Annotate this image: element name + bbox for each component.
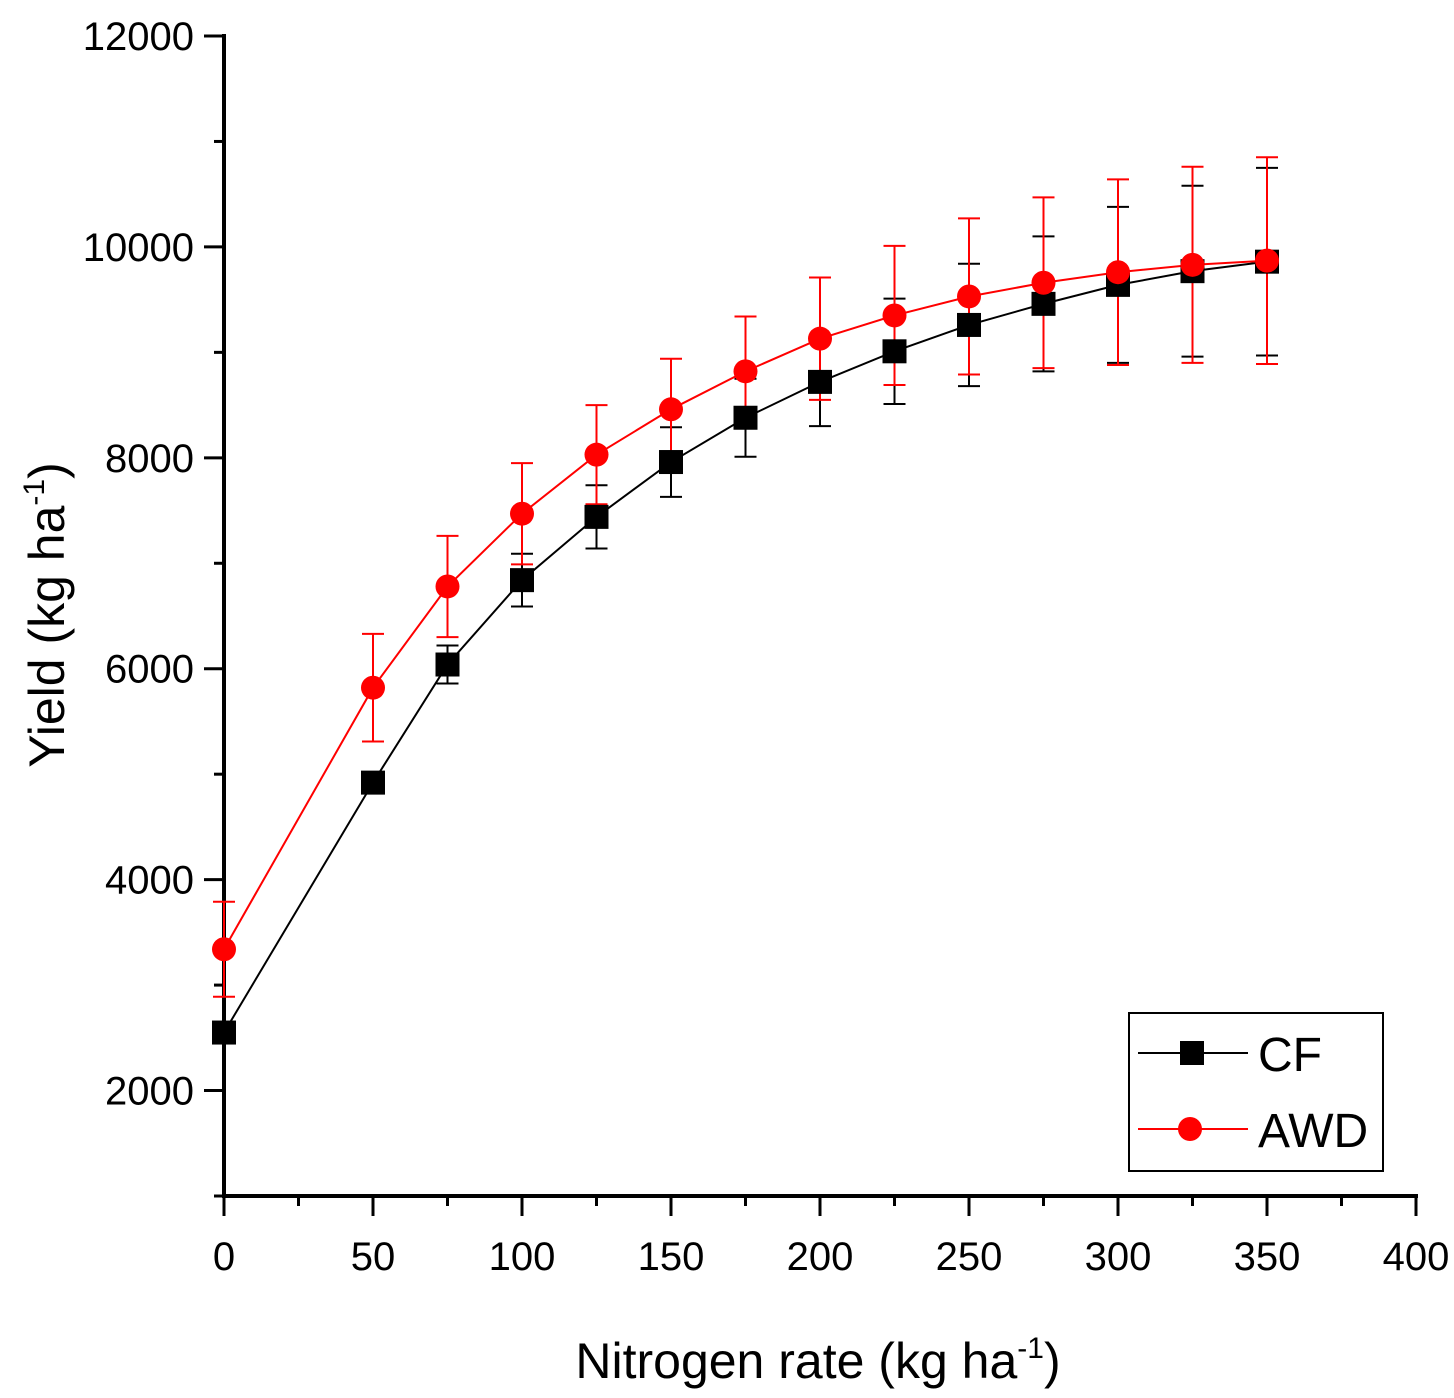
legend-label-awd: AWD [1258, 1105, 1368, 1158]
y-axis-title-sup: -1 [18, 479, 51, 506]
x-tick-label: 200 [787, 1235, 854, 1279]
legend-label-cf: CF [1258, 1029, 1322, 1082]
x-tick-label: 50 [351, 1235, 396, 1279]
y-axis-title-main: Yield (kg ha [19, 505, 75, 767]
tick-labels: 0 50 100 150 200 250 300 350 400 2000 4000 6000 8000… [83, 15, 1450, 1279]
data-point-cf [361, 770, 385, 795]
tick-marks [204, 34, 1418, 1216]
data-point-awd [1031, 270, 1056, 295]
data-point-cf [435, 652, 460, 677]
data-point-awd [808, 326, 832, 351]
data-point-awd [1180, 252, 1205, 277]
data-point-awd [1255, 248, 1279, 273]
y-tick-label: 2000 [105, 1070, 194, 1114]
markers-awd [212, 248, 1279, 962]
data-point-awd [510, 501, 534, 526]
y-tick-label: 4000 [105, 859, 194, 903]
series-line-cf [223, 260, 1268, 1034]
data-point-awd [659, 397, 683, 422]
data-point-cf [584, 504, 609, 529]
x-axis-title-sup: -1 [1017, 1332, 1044, 1365]
y-tick-label: 12000 [83, 15, 194, 59]
data-point-cf [733, 405, 758, 430]
x-tick-label: 0 [213, 1235, 235, 1279]
data-point-awd [212, 937, 236, 962]
data-point-cf [510, 568, 534, 593]
legend-marker-awd [1178, 1117, 1202, 1141]
x-tick-label: 300 [1085, 1235, 1152, 1279]
series-cf [223, 166, 1278, 1034]
data-point-awd [584, 442, 609, 467]
x-tick-label: 150 [638, 1235, 705, 1279]
legend-box [1128, 1012, 1384, 1172]
data-point-awd [361, 675, 385, 700]
data-point-cf [659, 450, 683, 475]
series-line-awd [223, 259, 1268, 950]
data-point-cf [1031, 291, 1056, 316]
y-tick-label: 6000 [105, 648, 194, 692]
x-tick-label: 100 [489, 1235, 556, 1279]
data-point-awd [435, 574, 460, 599]
x-tick-label: 350 [1234, 1235, 1301, 1279]
x-axis-title: Nitrogen rate (kg ha-1) [575, 1332, 1060, 1389]
series-layer [212, 156, 1279, 1045]
data-point-awd [733, 359, 758, 384]
y-tick-label: 10000 [83, 226, 194, 270]
y-axis-title-end: ) [19, 462, 75, 479]
data-point-awd [882, 303, 907, 328]
x-axis-title-end: ) [1044, 1333, 1061, 1389]
data-point-cf [808, 369, 832, 394]
x-tick-label: 250 [936, 1235, 1003, 1279]
data-point-awd [957, 284, 981, 309]
y-tick-label: 8000 [105, 437, 194, 481]
x-axis-title-main: Nitrogen rate (kg ha [575, 1333, 1017, 1389]
data-point-cf [957, 312, 981, 337]
x-tick-label: 400 [1383, 1235, 1450, 1279]
data-point-cf [882, 339, 907, 364]
data-point-cf [212, 1020, 236, 1045]
y-axis-title: Yield (kg ha-1) [18, 462, 75, 768]
data-point-awd [1106, 260, 1130, 285]
legend-marker-cf [1180, 1041, 1204, 1065]
legend: CF AWD [1128, 1012, 1384, 1172]
